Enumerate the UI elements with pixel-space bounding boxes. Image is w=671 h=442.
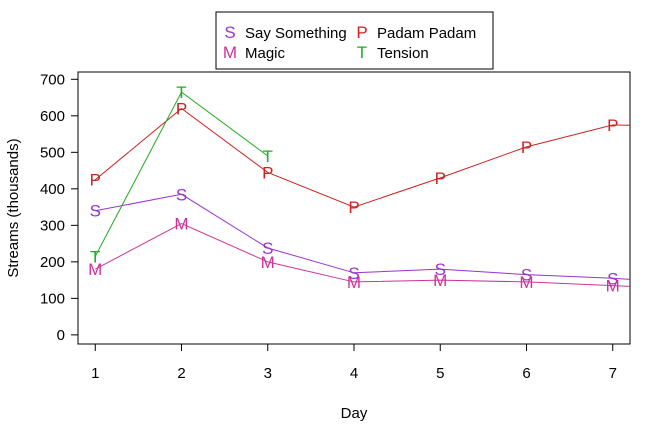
y-tick-label: 500 — [40, 144, 65, 161]
x-tick-label: 1 — [91, 365, 99, 382]
legend-label-say-something: Say Something — [245, 25, 347, 42]
data-point-say-something: S — [176, 185, 187, 204]
y-tick-label: 700 — [40, 71, 65, 88]
data-point-magic: M — [174, 215, 188, 234]
data-point-say-something: S — [348, 264, 359, 283]
data-point-say-something: S — [607, 269, 618, 288]
series-line-say-something — [95, 193, 631, 280]
data-point-tension: T — [176, 83, 186, 102]
x-axis-label: Day — [341, 405, 368, 422]
data-point-tension: T — [90, 247, 100, 266]
legend-symbol-magic: M — [223, 43, 237, 62]
x-tick-label: 4 — [350, 365, 358, 382]
legend: S Say Something P Padam Padam M Magic T Tension — [215, 11, 494, 70]
legend-items: S Say Something P Padam Padam M Magic T Tension — [223, 23, 476, 62]
y-tick-label: 600 — [40, 108, 65, 125]
data-point-padam-padam: P — [90, 171, 101, 190]
x-axis: 1 2 3 4 5 6 7 — [91, 344, 617, 382]
data-point-magic: M — [606, 277, 620, 296]
legend-label-magic: Magic — [245, 45, 286, 62]
data-point-padam-padam: P — [435, 169, 446, 188]
y-tick-label: 200 — [40, 254, 65, 271]
data-point-say-something: S — [90, 202, 101, 221]
x-tick-label: 3 — [264, 365, 272, 382]
series-line-magic — [95, 222, 631, 287]
data-point-magic: M — [88, 260, 102, 279]
legend-symbol-padam-padam: P — [356, 23, 367, 42]
y-axis-label: Streams (thousands) — [5, 138, 22, 277]
data-point-magic: M — [347, 273, 361, 292]
series-line-padam-padam — [94, 107, 631, 208]
legend-symbol-tension: T — [357, 43, 367, 62]
legend-label-tension: Tension — [377, 45, 429, 62]
x-tick-label: 7 — [609, 365, 617, 382]
data-point-say-something: S — [521, 266, 532, 285]
legend-box — [215, 11, 494, 70]
data-point-magic: M — [519, 273, 533, 292]
y-tick-label: 300 — [40, 217, 65, 234]
data-point-padam-padam: P — [521, 138, 532, 157]
x-tick-label: 5 — [436, 365, 444, 382]
data-point-magic: M — [261, 253, 275, 272]
data-point-padam-padam: P — [176, 100, 187, 119]
y-tick-label: 400 — [40, 181, 65, 198]
legend-symbol-say-something: S — [224, 23, 235, 42]
x-tick-label: 2 — [177, 365, 185, 382]
data-point-padam-padam: P — [348, 198, 359, 217]
x-tick-label: 6 — [522, 365, 530, 382]
data-point-magic: M — [433, 271, 447, 290]
data-point-say-something: S — [262, 239, 273, 258]
legend-label-padam-padam: Padam Padam — [377, 25, 476, 42]
y-axis: 0 100 200 300 400 500 600 700 — [40, 71, 78, 344]
data-point-tension: T — [263, 147, 273, 166]
data-point-padam-padam: P — [262, 163, 273, 182]
data-point-say-something: S — [435, 260, 446, 279]
data-point-padam-padam: P — [607, 116, 618, 135]
y-tick-label: 0 — [57, 327, 65, 344]
y-tick-label: 100 — [40, 290, 65, 307]
series-layer — [94, 91, 631, 287]
series-line-tension — [94, 91, 269, 257]
